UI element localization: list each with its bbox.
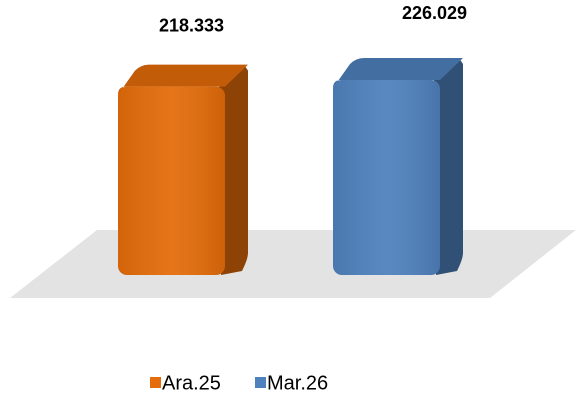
value-label: 226.029 [402,3,467,23]
floor [10,230,576,298]
bar-side [219,64,248,276]
bar-top [333,58,463,88]
bar-group [333,58,463,275]
bar-side [434,58,463,275]
bar-top [118,64,248,95]
legend-label: Ara.25 [162,372,221,394]
bar-shine [118,86,225,276]
plot [118,58,463,276]
bar-shine [333,80,440,275]
value-label: 218.333 [159,15,224,35]
legend-swatch [255,377,266,388]
bar-group [118,64,248,276]
legend-label: Mar.26 [267,372,328,394]
legend-swatch [150,377,161,388]
